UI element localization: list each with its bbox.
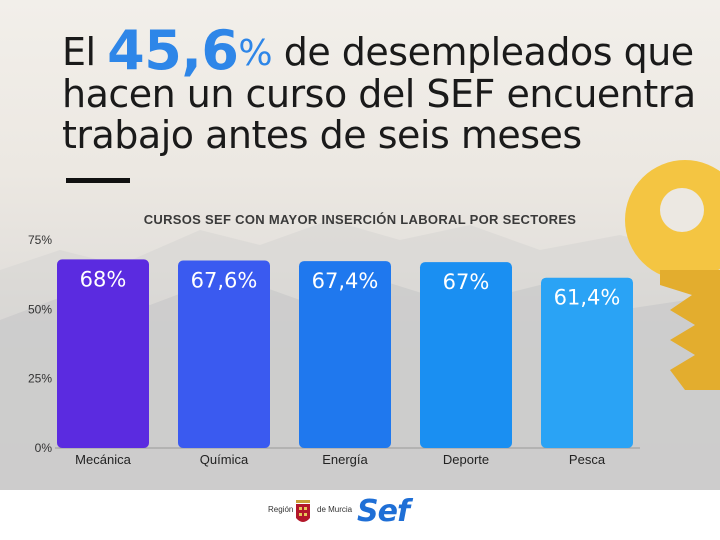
bar-value-label: 67% xyxy=(443,270,490,294)
x-category-label: Deporte xyxy=(443,452,489,467)
headline-line-1: El 45,6% de desempleados que xyxy=(62,24,702,78)
region-crest-icon xyxy=(296,500,310,522)
headline-highlight-number: 45,6 xyxy=(107,19,239,82)
y-tick-label: 0% xyxy=(35,441,53,455)
x-category-label: Mecánica xyxy=(75,452,131,467)
x-category-label: Energía xyxy=(322,452,368,467)
bar-3 xyxy=(299,261,391,448)
y-tick-label: 75% xyxy=(28,233,52,247)
bar-chart: 0% 25% 50% 75% 68% Mecánica 67,6% Química 67,4% E… xyxy=(28,233,640,467)
bar-value-label: 68% xyxy=(80,267,127,291)
bar-value-label: 67,4% xyxy=(312,269,379,293)
y-tick-label: 50% xyxy=(28,302,52,316)
region-label-left: Región xyxy=(268,505,294,514)
bar-5 xyxy=(541,277,633,448)
footer xyxy=(0,490,720,540)
bar-2 xyxy=(178,260,270,448)
key-illustration xyxy=(625,160,720,390)
headline-line-2: hacen un curso del SEF encuentra xyxy=(62,72,696,116)
y-tick-label: 25% xyxy=(28,372,52,386)
headline-line-1-rest: de desempleados que xyxy=(283,30,694,74)
headline-lead: El xyxy=(62,30,96,74)
headline-line-3: trabajo antes de seis meses xyxy=(62,113,582,157)
headline-underline xyxy=(66,178,130,183)
headline-highlight-percent: % xyxy=(238,33,273,74)
x-category-label: Química xyxy=(200,452,249,467)
bar-1 xyxy=(57,259,149,448)
bar-value-label: 67,6% xyxy=(191,269,258,293)
sef-logo: Sef xyxy=(357,494,410,529)
chart-title: CURSOS SEF CON MAYOR INSERCIÓN LABORAL P… xyxy=(143,212,577,227)
headline: El 45,6% de desempleados que hacen un cu… xyxy=(62,24,702,157)
bar-value-label: 61,4% xyxy=(554,286,621,310)
bar-4 xyxy=(420,262,512,448)
region-label-right: de Murcia xyxy=(317,505,353,514)
x-category-label: Pesca xyxy=(569,452,606,467)
